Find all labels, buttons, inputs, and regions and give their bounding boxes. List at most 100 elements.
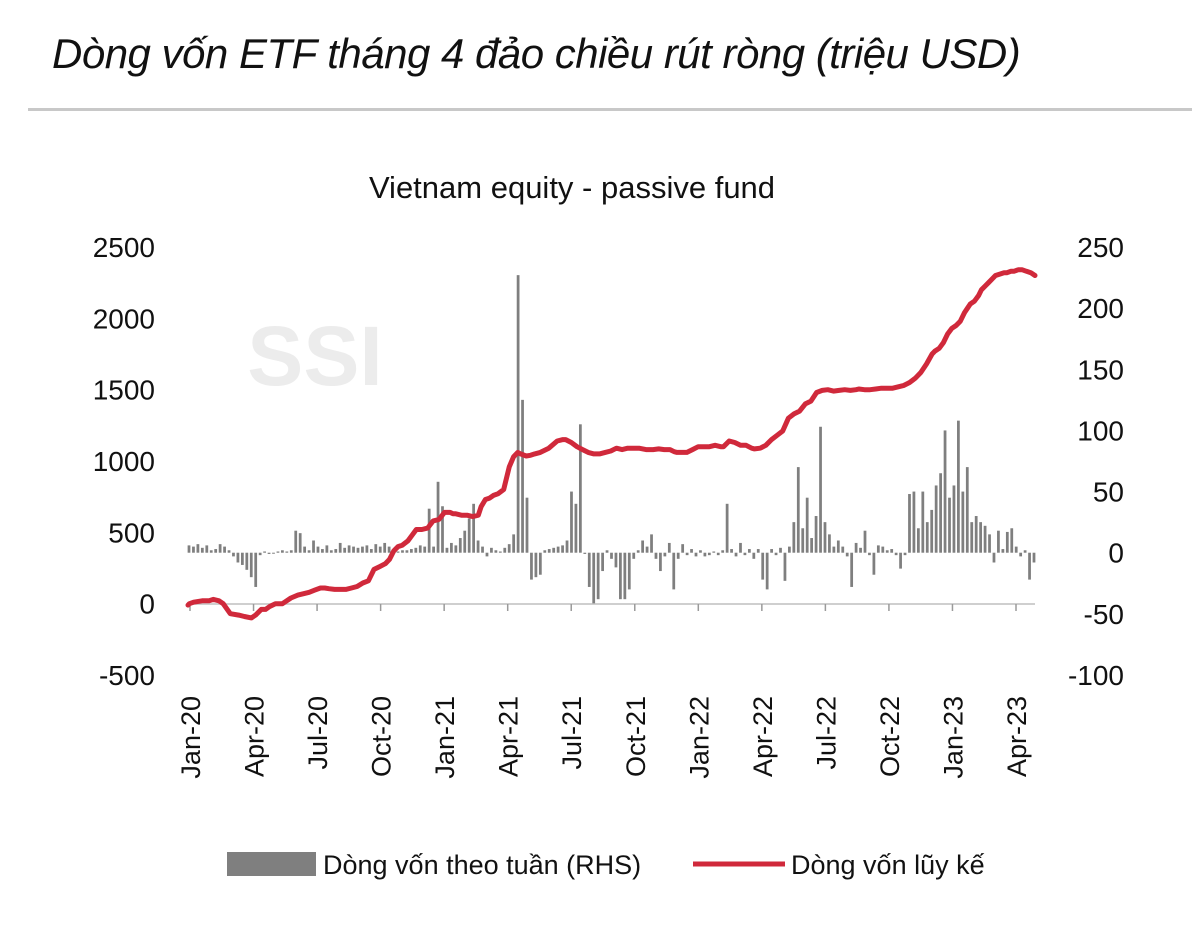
weekly-flow-bar [899,552,902,569]
weekly-flow-bar [961,491,965,553]
weekly-flow-bar [912,491,916,553]
weekly-flow-bar [965,467,969,553]
weekly-flow-bar [1010,528,1014,553]
weekly-flow-bar [401,550,404,553]
right-tick-label: -50 [1084,599,1124,630]
weekly-flow-bar [676,552,680,559]
right-tick-label: 50 [1093,477,1124,508]
x-tick-label: Jan-21 [430,696,460,779]
weekly-flow-bar [294,530,298,553]
weekly-flow-bar [850,552,854,587]
weekly-flow-bar [868,552,871,556]
weekly-flow-bar [694,552,698,557]
weekly-flow-bar [930,509,934,553]
right-tick-label: 150 [1077,354,1124,385]
weekly-flow-bar [530,552,533,580]
weekly-flow-bar [610,552,613,559]
weekly-flow-bar [307,550,311,553]
weekly-flow-bar [538,552,542,575]
left-axis: 2500 2000 1500 1000 500 0 -500 [93,232,155,691]
weekly-flow-bar [570,491,573,553]
weekly-flow-bar [498,551,502,553]
weekly-flow-bar [721,550,725,553]
right-tick-label: -100 [1068,660,1124,691]
left-tick-label: 2500 [93,232,155,263]
weekly-flow-bar [343,547,347,553]
weekly-flow-bar [854,542,858,553]
weekly-flow-bar [863,530,867,553]
weekly-flow-bar [365,545,369,553]
left-tick-label: 1000 [93,446,155,477]
weekly-flow-bar [481,546,484,553]
weekly-flow-bar [592,552,596,605]
weekly-flow-bar [556,546,560,553]
weekly-flow-bar [405,550,409,553]
x-tick-label: Apr-22 [748,696,778,777]
weekly-flow-bar [432,546,435,553]
weekly-flow-bar [934,485,938,553]
weekly-flow-bar [925,522,929,553]
cumulative-flow-line [185,267,1038,621]
weekly-flow-bar [565,540,569,553]
weekly-flow-bar [467,518,471,553]
weekly-flow-bar [903,552,907,556]
weekly-flow-bar [583,552,587,554]
weekly-flow-bar [445,547,449,553]
weekly-flow-bar [747,549,751,553]
right-axis: 250 200 150 100 50 0 -50 -100 [1068,232,1124,691]
weekly-flow-bar [601,552,604,572]
weekly-flow-bar [992,552,996,563]
weekly-flow-bar [463,530,467,553]
weekly-flow-bar [828,534,831,553]
weekly-flow-bar [974,516,978,553]
weekly-flow-bar [485,552,489,557]
weekly-flow-bar [494,550,498,553]
weekly-flow-bar [512,534,516,553]
weekly-flow-bar [814,516,818,553]
weekly-flow-bar [458,538,462,553]
weekly-flow-bar [1019,552,1023,557]
weekly-flow-bar [1005,531,1009,553]
left-tick-label: 2000 [93,303,155,334]
weekly-flow-bar [347,545,351,553]
weekly-flow-bar [223,546,226,553]
weekly-flow-bar [681,544,685,553]
weekly-flow-bar [383,542,387,553]
weekly-flow-bar [876,545,880,553]
weekly-flow-bar [263,551,266,553]
weekly-flow-bar [672,552,676,590]
weekly-flow-bar [734,552,738,557]
left-tick-label: -500 [99,660,155,691]
right-tick-label: 100 [1077,415,1124,446]
weekly-flow-bar [574,503,578,553]
weekly-flow-bar [623,552,627,600]
weekly-flow-bar [236,552,240,563]
weekly-flow-bar [788,546,791,553]
weekly-flow-bar [859,547,862,553]
weekly-flow-bar [312,540,315,553]
weekly-flow-bar [289,550,293,553]
weekly-flow-bar [205,545,209,553]
weekly-flow-bar [885,550,889,553]
weekly-flow-bar [823,522,827,553]
weekly-flow-bar [276,551,280,553]
left-tick-label: 0 [139,589,155,620]
weekly-flow-bar [338,542,342,553]
x-tick-label: Oct-22 [875,696,905,777]
weekly-flow-bar [450,542,453,553]
weekly-flow-bar [636,550,640,553]
weekly-flow-bar [1001,549,1005,553]
legend-bar-label: Dòng vốn theo tuần (RHS) [323,850,641,880]
weekly-flow-bar [690,549,693,553]
x-tick-label: Apr-21 [494,696,524,777]
x-tick-label: Oct-20 [367,696,397,777]
weekly-flow-bar [774,552,778,556]
weekly-flow-bar [810,538,814,553]
weekly-flow-bar [685,552,689,556]
weekly-flow-bar [552,547,556,553]
weekly-flow-bar [258,552,262,556]
weekly-flow-bar [654,552,658,559]
weekly-flow-bar [396,551,400,553]
weekly-flow-bar [214,549,218,553]
left-tick-label: 1500 [93,375,155,406]
